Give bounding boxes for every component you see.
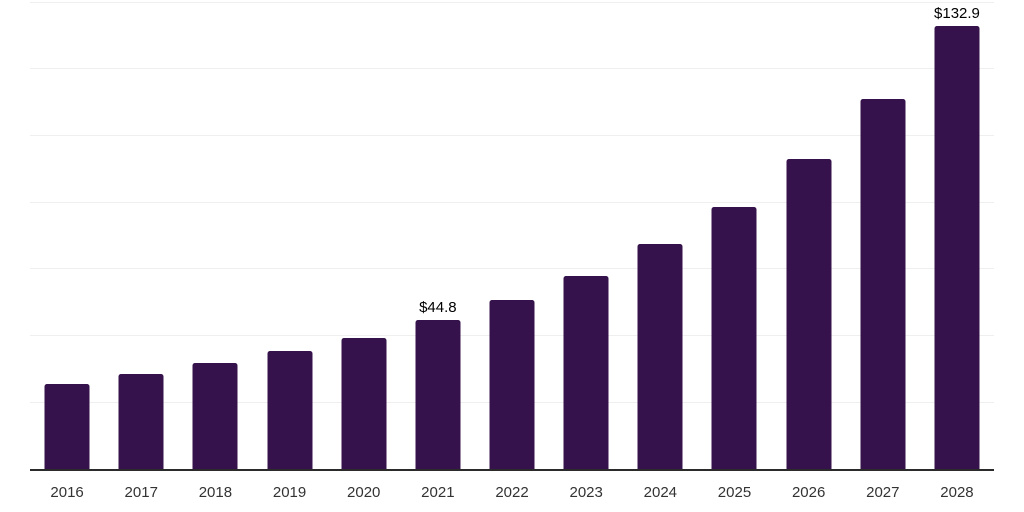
bar-2027 xyxy=(860,98,906,469)
bar-2023 xyxy=(563,275,609,469)
bar-2018 xyxy=(192,362,238,469)
bar-slot-2023 xyxy=(549,2,623,469)
bar-2028 xyxy=(934,25,980,469)
bar-slot-2026 xyxy=(772,2,846,469)
bar-2017 xyxy=(118,373,164,469)
bar-slot-2028: $132.9 xyxy=(920,2,994,469)
x-tick-label-2027: 2027 xyxy=(866,484,900,501)
bar-slot-2020 xyxy=(327,2,401,469)
bar-slot-2021: $44.8 xyxy=(401,2,475,469)
x-tick-label-2020: 2020 xyxy=(347,484,381,501)
x-tick-label-2022: 2022 xyxy=(495,484,529,501)
bar-slot-2016 xyxy=(30,2,104,469)
gridline-120 xyxy=(30,68,994,70)
x-tick-label-2018: 2018 xyxy=(198,484,233,501)
x-tick-label-2021: 2021 xyxy=(421,484,455,501)
x-tick-label-2026: 2026 xyxy=(791,484,826,501)
bar-value-label-2021: $44.8 xyxy=(419,298,457,316)
x-tick-label-2028: 2028 xyxy=(940,484,974,501)
bar-value-label-2028: $132.9 xyxy=(934,4,980,22)
gridline-140 xyxy=(30,1,994,3)
gridline-80 xyxy=(30,201,994,203)
x-tick-label-2017: 2017 xyxy=(124,484,158,501)
bar-2021 xyxy=(415,319,461,469)
bar-series: $44.8 $132.9 xyxy=(30,2,994,469)
bar-slot-2019 xyxy=(252,2,326,469)
bar-2022 xyxy=(489,299,535,469)
gridline-100 xyxy=(30,134,994,136)
bar-slot-2018 xyxy=(178,2,252,469)
gridline-60 xyxy=(30,268,994,270)
bar-2016 xyxy=(44,383,90,469)
x-tick-label-2023: 2023 xyxy=(569,484,603,501)
bar-slot-2022 xyxy=(475,2,549,469)
x-axis-labels: 2016 2017 2018 2019 2020 2021 2022 2023 2024 2025… xyxy=(30,471,994,512)
x-tick-label-2025: 2025 xyxy=(717,484,752,501)
plot-area: $44.8 $132.9 xyxy=(30,1,994,471)
x-tick-label-2024: 2024 xyxy=(643,484,678,501)
x-axis-line xyxy=(30,469,994,471)
bar-2024 xyxy=(637,243,683,469)
bar-2025 xyxy=(711,206,757,469)
bar-2020 xyxy=(341,337,387,469)
x-tick-label-2016: 2016 xyxy=(50,484,84,501)
bar-slot-2027 xyxy=(846,2,920,469)
bar-slot-2017 xyxy=(104,2,178,469)
bar-2026 xyxy=(786,158,832,469)
bar-slot-2024 xyxy=(623,2,697,469)
x-tick-label-2019: 2019 xyxy=(272,484,307,501)
bar-slot-2025 xyxy=(697,2,771,469)
bar-2019 xyxy=(267,350,313,469)
